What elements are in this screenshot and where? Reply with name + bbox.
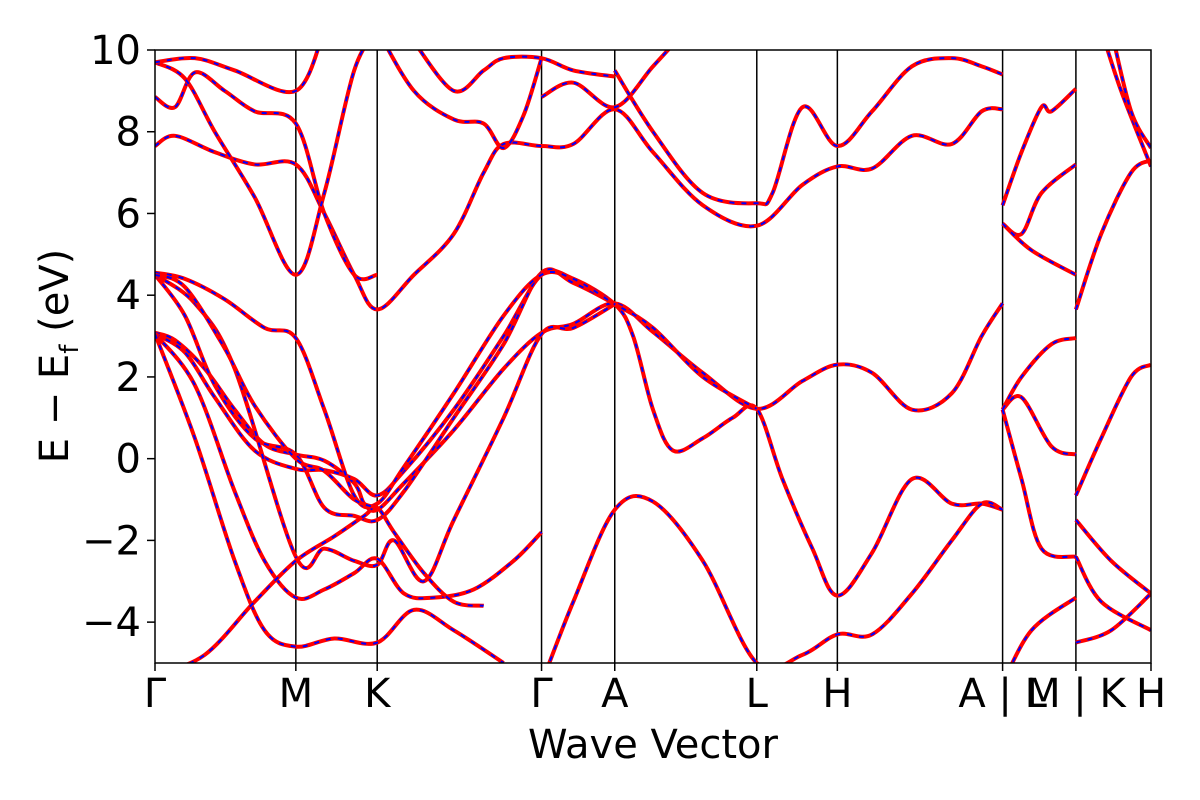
band-line-dashed — [1075, 556, 1151, 632]
band-line-dashed — [1106, 50, 1151, 167]
y-tick-label: 4 — [116, 273, 141, 319]
band-line-dashed — [155, 107, 1003, 311]
band-line-dashed — [155, 333, 505, 663]
band-line-dashed — [155, 302, 1004, 512]
x-tick-label: A — [601, 671, 629, 717]
y-tick-label: 10 — [90, 28, 141, 74]
band-line-solid — [386, 50, 544, 151]
band-line-solid — [155, 301, 1005, 513]
x-tick-label: Γ — [144, 671, 167, 717]
high-symmetry-lines — [295, 50, 1077, 663]
y-axis-label-subscript: f — [55, 344, 85, 354]
band-line-dashed — [1074, 159, 1151, 310]
band-line-dashed — [155, 268, 758, 523]
y-ticks: −4 −2 0 2 4 6 8 10 — [82, 28, 155, 646]
band-line-solid — [155, 273, 616, 584]
band-line-dashed — [155, 71, 378, 281]
band-line-solid — [1113, 50, 1151, 150]
band-line-dashed — [1011, 596, 1077, 663]
band-line-dashed — [1001, 395, 1077, 456]
band-line-dashed — [548, 495, 1004, 663]
y-axis-label-main: E − E — [32, 354, 78, 464]
plot-frame — [154, 49, 1152, 664]
band-line-dashed — [155, 271, 614, 509]
band-line-dashed — [1075, 519, 1151, 595]
band-line-solid — [540, 50, 671, 110]
band-line-solid — [547, 494, 1004, 663]
y-tick-label: 6 — [116, 191, 141, 237]
band-line-dashed — [1001, 409, 1077, 559]
band-line-dashed — [541, 50, 670, 109]
band-line-dashed — [155, 333, 543, 600]
x-tick-label: H — [1136, 671, 1166, 717]
band-line-solid — [1074, 555, 1151, 633]
band-line-dashed — [418, 50, 615, 93]
band-line-dashed — [155, 50, 365, 276]
band-line-solid — [1000, 409, 1077, 560]
band-line-dashed — [1001, 88, 1077, 206]
x-tick-label: K — [364, 671, 392, 717]
band-line-dashed — [1114, 50, 1151, 149]
x-tick-label: H — [822, 671, 852, 717]
band-line-solid — [1075, 592, 1151, 645]
band-line-dashed — [1074, 363, 1151, 496]
y-tick-label: 8 — [116, 110, 141, 156]
band-lines — [155, 50, 1151, 663]
band-line-dashed — [155, 273, 378, 509]
band-line-dashed — [1001, 222, 1077, 276]
band-line-dashed — [187, 506, 484, 663]
band-line-solid — [1074, 158, 1151, 311]
y-tick-label: 2 — [116, 355, 141, 401]
band-line-dashed — [155, 50, 319, 94]
x-tick-label: M — [279, 671, 314, 717]
x-tick-label: A | L — [958, 671, 1047, 717]
x-tick-label: L — [746, 671, 769, 717]
x-tick-label: Γ — [530, 671, 553, 717]
y-tick-label: −4 — [82, 600, 141, 646]
band-line-solid — [1000, 87, 1078, 206]
y-axis-label: E − Ef (eV) — [32, 249, 85, 464]
y-tick-label: 0 — [116, 437, 141, 483]
y-tick-label: −2 — [82, 518, 141, 564]
band-line-dashed — [155, 269, 1003, 597]
y-axis-label-unit: (eV) — [32, 249, 78, 345]
band-line-dashed — [387, 50, 543, 150]
x-axis-label: Wave Vector — [528, 722, 779, 768]
band-line-dashed — [1075, 592, 1151, 644]
band-line-dashed — [155, 273, 616, 583]
band-line-dashed — [613, 57, 1003, 206]
band-line-solid — [155, 50, 366, 277]
band-line-dashed — [1001, 337, 1077, 411]
x-tick-label: M | K — [1026, 671, 1127, 717]
band-line-solid — [1074, 362, 1151, 497]
band-line-solid — [155, 50, 320, 95]
